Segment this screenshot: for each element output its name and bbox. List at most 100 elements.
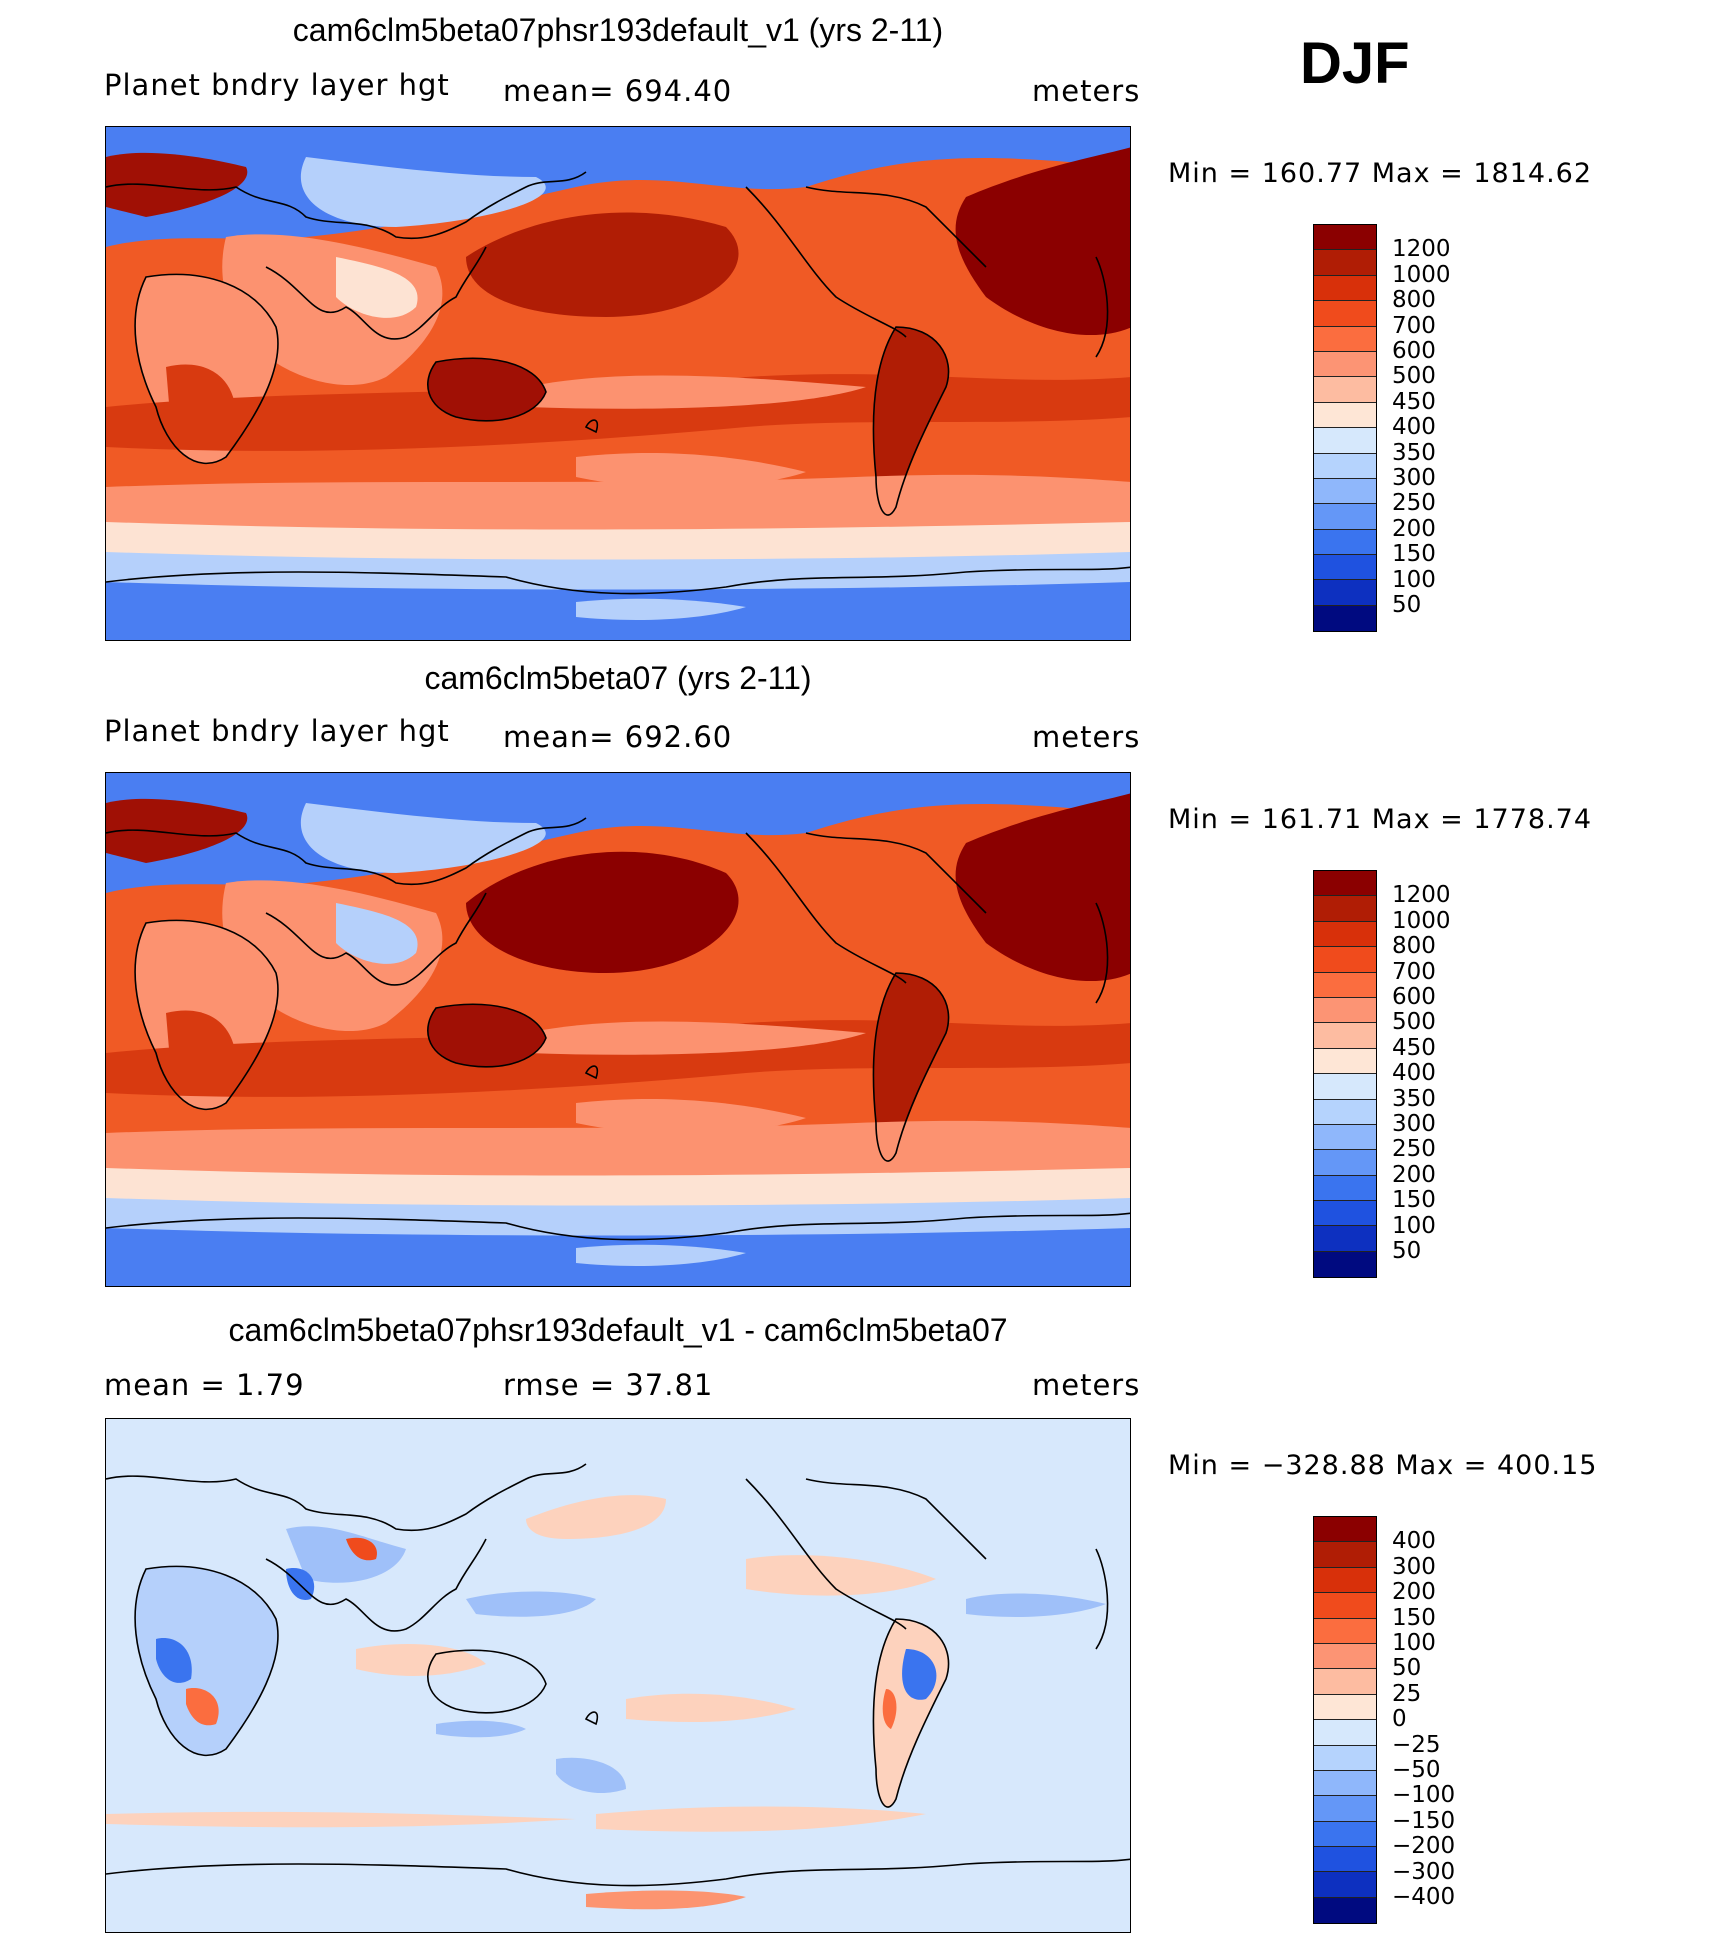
colorbar-box: [1314, 1643, 1376, 1670]
colorbar-box: [1314, 1251, 1376, 1278]
panel2-units-label: meters: [1032, 720, 1141, 754]
colorbar-box: [1314, 896, 1376, 922]
panel3-mean-label: mean = 1.79: [104, 1368, 305, 1402]
colorbar-label: 1000: [1392, 261, 1451, 288]
colorbar-box: [1314, 1175, 1376, 1202]
colorbar-box: [1314, 478, 1376, 505]
colorbar-box: [1314, 1745, 1376, 1771]
colorbar-label: −200: [1392, 1833, 1456, 1860]
colorbar-box: [1314, 871, 1376, 897]
colorbar-box: [1314, 326, 1376, 352]
season-label: DJF: [1300, 31, 1410, 96]
colorbar-label: 700: [1392, 312, 1436, 339]
panel2-map: [105, 772, 1131, 1287]
colorbar-label: 400: [1392, 414, 1436, 441]
colorbar-box: [1314, 921, 1376, 948]
colorbar-box: [1314, 1618, 1376, 1644]
panel1-mean-label: mean= 694.40: [503, 74, 733, 108]
colorbar-label: 150: [1392, 541, 1436, 568]
panel1-minmax: Min = 160.77 Max = 1814.62: [1168, 158, 1593, 189]
colorbar-box: [1314, 301, 1376, 327]
colorbar-label: 250: [1392, 1136, 1436, 1163]
colorbar-label: 150: [1392, 1604, 1436, 1631]
colorbar-box: [1314, 1669, 1376, 1695]
colorbar-label: 300: [1392, 465, 1436, 491]
colorbar-box: [1314, 529, 1376, 556]
colorbar-label: 800: [1392, 287, 1436, 314]
colorbar-box: [1314, 1517, 1376, 1543]
panel3-map: [105, 1418, 1131, 1933]
panel3-minmax: Min = −328.88 Max = 400.15: [1168, 1450, 1598, 1481]
colorbar-label: 350: [1392, 439, 1436, 466]
colorbar-box: [1314, 1897, 1376, 1924]
colorbar-box: [1314, 972, 1376, 998]
colorbar-box: [1314, 377, 1376, 403]
colorbar-label: 600: [1392, 984, 1436, 1010]
colorbar-label: 100: [1392, 1212, 1436, 1239]
colorbar-box: [1314, 1226, 1376, 1252]
colorbar-box: [1314, 504, 1376, 530]
colorbar-label: 300: [1392, 1111, 1436, 1137]
colorbar-label: 100: [1392, 566, 1436, 593]
colorbar-box: [1314, 1796, 1376, 1822]
panel3-units-label: meters: [1032, 1368, 1141, 1402]
colorbar-label: 500: [1392, 363, 1436, 390]
colorbar-box: [1314, 605, 1376, 632]
colorbar-box: [1314, 1821, 1376, 1848]
colorbar-box: [1314, 1048, 1376, 1075]
colorbar-label: 50: [1392, 1655, 1422, 1682]
panel3-title: cam6clm5beta07phsr193default_v1 - cam6cl…: [228, 1312, 1008, 1348]
colorbar-box: [1314, 250, 1376, 276]
colorbar-box: [1314, 580, 1376, 606]
panel3-colorbar: [1313, 1516, 1377, 1925]
colorbar-box: [1314, 997, 1376, 1024]
colorbar-box: [1314, 453, 1376, 479]
colorbar-box: [1314, 1694, 1376, 1721]
colorbar-box: [1314, 1567, 1376, 1594]
colorbar-box: [1314, 1847, 1376, 1873]
panel1-units-label: meters: [1032, 74, 1141, 108]
colorbar-label: 450: [1392, 1034, 1436, 1061]
panel1-colorbar: [1313, 224, 1377, 633]
colorbar-label: 50: [1392, 592, 1422, 618]
colorbar-label: 200: [1392, 1161, 1436, 1188]
colorbar-label: 350: [1392, 1085, 1436, 1112]
colorbar-box: [1314, 402, 1376, 429]
panel1-variable-label: Planet bndry layer hgt: [104, 68, 450, 102]
colorbar-label: 200: [1392, 1579, 1436, 1606]
panel1-title: cam6clm5beta07phsr193default_v1 (yrs 2-1…: [292, 12, 944, 48]
panel2-minmax: Min = 161.71 Max = 1778.74: [1168, 804, 1593, 835]
colorbar-label: 200: [1392, 515, 1436, 542]
colorbar-box: [1314, 555, 1376, 581]
colorbar-label: −150: [1392, 1807, 1456, 1834]
colorbar-box: [1314, 1150, 1376, 1176]
colorbar-box: [1314, 1099, 1376, 1125]
panel3-map-field: [106, 1419, 1130, 1932]
colorbar-label: 700: [1392, 958, 1436, 985]
colorbar-label: −50: [1392, 1757, 1441, 1783]
panel2-colorbar: [1313, 870, 1377, 1279]
colorbar-label: 400: [1392, 1060, 1436, 1087]
panel2-title: cam6clm5beta07 (yrs 2-11): [424, 660, 812, 696]
colorbar-box: [1314, 1542, 1376, 1568]
colorbar-label: 1200: [1392, 882, 1451, 909]
panel2-map-field: [106, 773, 1130, 1286]
colorbar-box: [1314, 1872, 1376, 1898]
colorbar-label: 400: [1392, 1528, 1436, 1555]
colorbar-box: [1314, 428, 1376, 454]
colorbar-box: [1314, 947, 1376, 973]
colorbar-label: 150: [1392, 1187, 1436, 1214]
colorbar-label: 50: [1392, 1238, 1422, 1264]
colorbar-label: −100: [1392, 1782, 1456, 1809]
colorbar-box: [1314, 1593, 1376, 1619]
panel1-map: [105, 126, 1131, 641]
colorbar-label: 300: [1392, 1553, 1436, 1580]
colorbar-box: [1314, 1023, 1376, 1049]
colorbar-label: 1000: [1392, 907, 1451, 934]
panel2-mean-label: mean= 692.60: [503, 720, 733, 754]
colorbar-label: −300: [1392, 1858, 1456, 1885]
colorbar-label: 0: [1392, 1706, 1407, 1733]
colorbar-label: 800: [1392, 933, 1436, 960]
colorbar-label: 100: [1392, 1630, 1436, 1656]
panel1-map-field: [106, 127, 1130, 640]
